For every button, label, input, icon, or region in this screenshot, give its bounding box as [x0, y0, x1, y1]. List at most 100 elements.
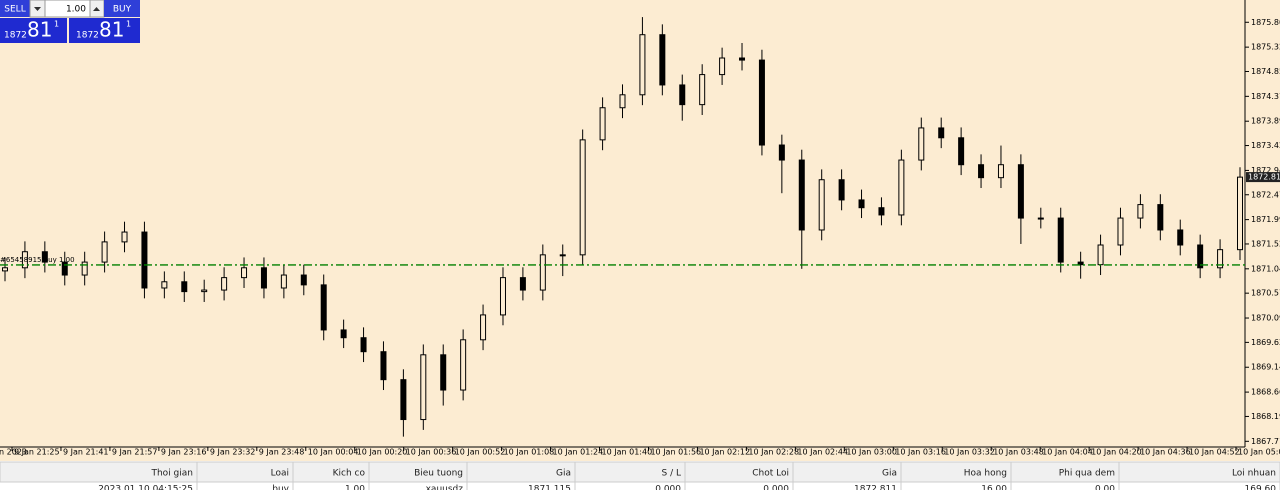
- candle-body: [201, 289, 208, 293]
- buy-price-box[interactable]: [69, 18, 140, 43]
- buy-button[interactable]: [104, 0, 140, 17]
- candle-body: [1177, 229, 1184, 246]
- candle-body: [101, 241, 108, 263]
- candle-body: [480, 314, 487, 341]
- y-tick-label: 1875.320: [1251, 43, 1280, 52]
- x-tick-label: 10 Jan 02:12: [699, 448, 750, 457]
- y-tick-label: 1872.940: [1251, 166, 1280, 175]
- x-tick-label: 10 Jan 00:04: [308, 448, 359, 457]
- column-header: Phi qua dem: [1059, 469, 1115, 479]
- candle-body: [898, 159, 905, 216]
- x-tick-label: 9 Jan 23:16: [161, 448, 207, 457]
- candle-body: [679, 84, 686, 106]
- sell-price-head: 1872: [4, 31, 27, 41]
- candle-body: [340, 329, 347, 339]
- down-arrow: [34, 7, 41, 11]
- y-tick-label: 1872.470: [1251, 190, 1280, 199]
- column-header: Bieu tuong: [414, 469, 463, 479]
- candle-body: [320, 284, 327, 331]
- x-tick-label: 10 Jan 03:32: [944, 448, 995, 457]
- candle-body: [360, 337, 367, 353]
- candle-body: [21, 251, 28, 269]
- candle-body: [460, 339, 467, 391]
- x-tick-label: 10 Jan 03:00: [846, 448, 897, 457]
- y-tick-label: 1871.990: [1251, 215, 1280, 224]
- x-tick-label: 10 Jan 02:28: [748, 448, 799, 457]
- candle-body: [719, 57, 726, 76]
- x-tick-label: 9 Jan 21:57: [112, 448, 158, 457]
- candle-body: [300, 274, 307, 286]
- candle-body: [599, 107, 606, 141]
- buy-price-sup: 1: [126, 20, 131, 29]
- candle-body: [918, 127, 925, 161]
- table-cell: buy: [272, 485, 289, 490]
- x-tick-label: 10 Jan 04:04: [1042, 448, 1093, 457]
- y-tick-label: 1868.660: [1251, 388, 1280, 397]
- candle-body: [938, 127, 945, 139]
- candle-body: [997, 164, 1004, 179]
- candle-body: [1117, 217, 1124, 246]
- table-cell: xauusdz: [426, 485, 464, 490]
- sell-price-box[interactable]: [0, 18, 67, 43]
- candle-body: [559, 254, 566, 257]
- y-tick-label: 1871.520: [1251, 239, 1280, 248]
- candle-body: [81, 261, 88, 276]
- candle-body: [181, 281, 188, 293]
- y-tick-label: 1869.140: [1251, 363, 1280, 372]
- column-header: Chot Loi: [752, 469, 789, 479]
- column-header: S / L: [662, 469, 681, 479]
- column-header: Gia: [882, 469, 897, 479]
- candle-body: [141, 231, 148, 289]
- sell-button[interactable]: [0, 0, 30, 17]
- buy-label[interactable]: BUY: [113, 5, 132, 15]
- candle-body: [1237, 176, 1243, 251]
- buy-price-head: 1872: [76, 31, 99, 41]
- x-tick-label: 10 Jan 00:36: [406, 448, 457, 457]
- x-tick-label: 10 Jan 00:20: [357, 448, 408, 457]
- table-cell: 2023.01.10 04:15:25: [98, 485, 193, 490]
- candle-body: [1057, 217, 1064, 263]
- x-tick-label: 9 Jan 23:48: [259, 448, 305, 457]
- table-cell: 1.00: [345, 485, 365, 490]
- candle-body: [221, 277, 228, 291]
- plot: 1867.710 1868.190 1868.660 1869.140 1869.620…: [0, 0, 1280, 457]
- volume-value: 1.00: [66, 5, 86, 15]
- candle-body: [280, 274, 287, 289]
- y-tick-label: 1868.190: [1251, 412, 1280, 421]
- y-tick-label: 1867.710: [1251, 437, 1280, 446]
- candle-body: [619, 94, 626, 109]
- x-tick-label: 9 Jan 23:32: [210, 448, 256, 457]
- x-tick-label: 9 Jan 21:41: [63, 448, 109, 457]
- y-tick-label: 1869.620: [1251, 338, 1280, 347]
- candle-body: [420, 354, 427, 421]
- last-price-tag: [1246, 172, 1280, 183]
- candle-body: [499, 277, 506, 316]
- candle-body: [1217, 249, 1224, 269]
- table-cell: 169.60: [1245, 485, 1277, 490]
- x-tick-label: 10 Jan 03:16: [895, 448, 946, 457]
- sell-price-sup: 1: [54, 20, 59, 29]
- sell-label[interactable]: SELL: [4, 5, 25, 15]
- candle-body: [519, 277, 526, 291]
- candle-body: [41, 251, 48, 263]
- candle-body: [778, 144, 785, 161]
- candle-body: [858, 199, 865, 209]
- order-label: #65458915 buy 1.00: [0, 256, 75, 264]
- trades-table: Thoi gian Loai Kich co Bieu tuong Gia S / L Ch…: [0, 461, 1280, 490]
- table-cell: 0.00: [1095, 485, 1115, 490]
- candle-body: [1077, 261, 1084, 266]
- candle-body: [539, 254, 546, 291]
- candle-body: [1197, 244, 1204, 269]
- buy-price-big: 81: [99, 18, 124, 42]
- candle-body: [2, 267, 8, 272]
- y-tick-label: 1874.370: [1251, 92, 1280, 101]
- x-tick-label: 10 Jan 00:52: [455, 448, 506, 457]
- x-tick-label: 10 Jan 01:40: [602, 448, 653, 457]
- x-tick-label: 10 Jan 03:48: [993, 448, 1044, 457]
- candle-body: [1017, 164, 1024, 219]
- table-cell: 16.00: [981, 485, 1007, 490]
- candle-body: [639, 34, 646, 96]
- column-header: Loi nhuan: [1232, 469, 1276, 479]
- x-tick-label: 10 Jan 01:56: [650, 448, 701, 457]
